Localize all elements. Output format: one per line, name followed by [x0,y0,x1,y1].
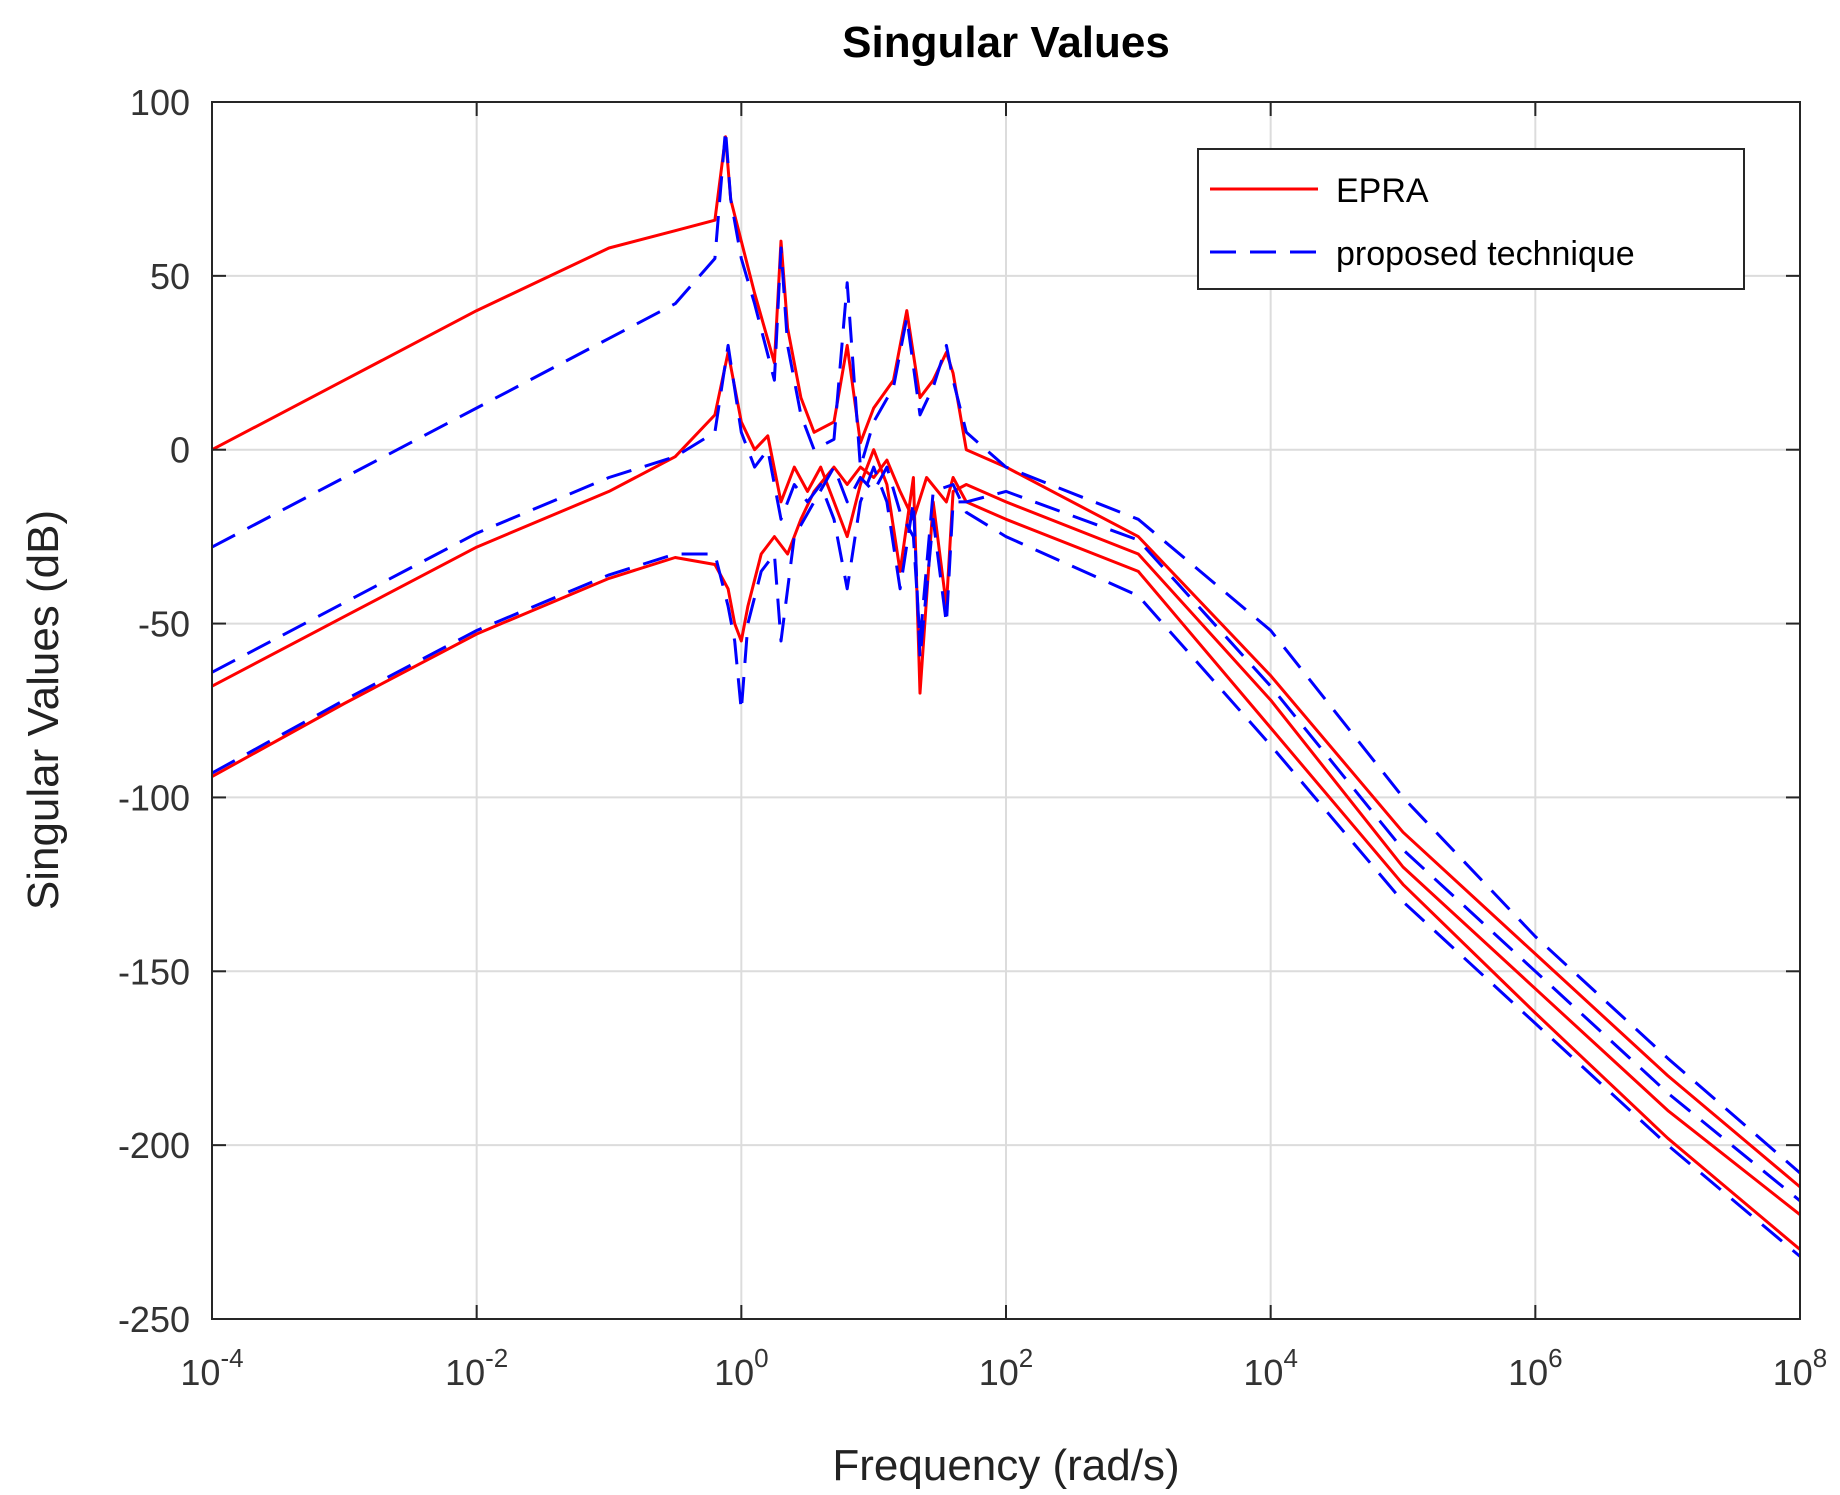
x-tick-label: 102 [979,1343,1034,1393]
series-curves [212,128,1800,1258]
series-epra-curve-2 [212,350,1800,1216]
series-epra-curve-1 [212,135,1800,1189]
y-tick-label: -150 [118,951,190,992]
y-tick-label: 100 [130,82,190,123]
legend-label-proposed-technique: proposed technique [1336,235,1635,273]
x-tick-label: 108 [1773,1343,1828,1393]
y-tick-label: -100 [118,777,190,818]
y-tick-label: -250 [118,1299,190,1340]
legend-label-epra: EPRA [1336,172,1429,210]
legend: EPRA proposed technique [1197,148,1745,290]
x-tick-label: 10-2 [445,1343,508,1393]
series-proposed-technique-curve-3 [212,465,1800,1258]
y-axis-label: Singular Values (dB) [19,510,68,910]
chart-title: Singular Values [842,18,1170,67]
y-tick-label: 50 [150,256,190,297]
axis-ticks: 10-4 10-2 100 102 104 106 108 100 50 0 -50 -100 -150… [118,82,1827,1393]
grid-lines [212,102,1800,1319]
y-tick-label: -50 [138,604,190,645]
x-tick-label: 100 [714,1343,769,1393]
x-tick-label: 10-4 [180,1343,243,1393]
series-proposed-technique-curve-1 [212,128,1800,1175]
x-axis-label: Frequency (rad/s) [832,1441,1179,1490]
y-tick-label: 0 [170,430,190,471]
legend-box [1197,148,1745,290]
x-tick-label: 106 [1508,1343,1563,1393]
x-tick-label: 104 [1243,1343,1298,1393]
y-tick-label: -200 [118,1125,190,1166]
series-proposed-technique-curve-2 [212,343,1800,1202]
